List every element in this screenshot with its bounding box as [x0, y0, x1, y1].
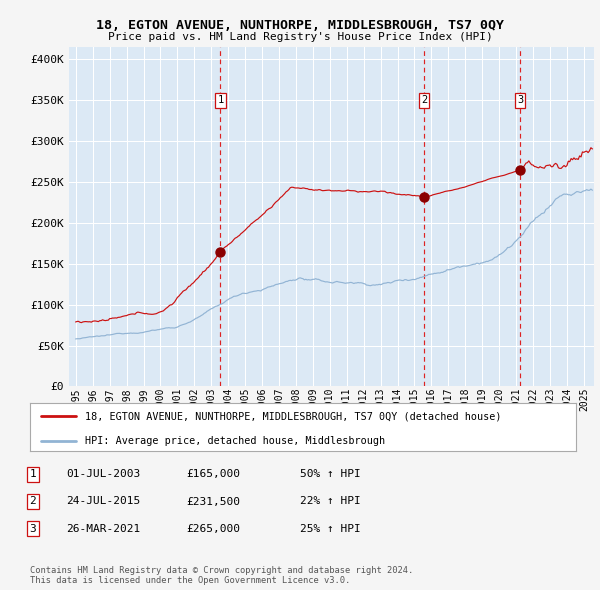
- Text: HPI: Average price, detached house, Middlesbrough: HPI: Average price, detached house, Midd…: [85, 435, 385, 445]
- Text: 1: 1: [29, 470, 37, 479]
- Text: 25% ↑ HPI: 25% ↑ HPI: [300, 524, 361, 533]
- Text: Contains HM Land Registry data © Crown copyright and database right 2024.
This d: Contains HM Land Registry data © Crown c…: [30, 566, 413, 585]
- Text: 3: 3: [517, 96, 523, 106]
- Text: 24-JUL-2015: 24-JUL-2015: [66, 497, 140, 506]
- Text: 18, EGTON AVENUE, NUNTHORPE, MIDDLESBROUGH, TS7 0QY: 18, EGTON AVENUE, NUNTHORPE, MIDDLESBROU…: [96, 19, 504, 32]
- Text: 3: 3: [29, 524, 37, 533]
- Text: 1: 1: [217, 96, 224, 106]
- Text: 50% ↑ HPI: 50% ↑ HPI: [300, 470, 361, 479]
- Text: £265,000: £265,000: [186, 524, 240, 533]
- Text: 01-JUL-2003: 01-JUL-2003: [66, 470, 140, 479]
- Text: 2: 2: [29, 497, 37, 506]
- Text: £165,000: £165,000: [186, 470, 240, 479]
- Text: 18, EGTON AVENUE, NUNTHORPE, MIDDLESBROUGH, TS7 0QY (detached house): 18, EGTON AVENUE, NUNTHORPE, MIDDLESBROU…: [85, 411, 501, 421]
- Text: 2: 2: [421, 96, 427, 106]
- Text: 22% ↑ HPI: 22% ↑ HPI: [300, 497, 361, 506]
- Text: Price paid vs. HM Land Registry's House Price Index (HPI): Price paid vs. HM Land Registry's House …: [107, 32, 493, 42]
- Text: 26-MAR-2021: 26-MAR-2021: [66, 524, 140, 533]
- Text: £231,500: £231,500: [186, 497, 240, 506]
